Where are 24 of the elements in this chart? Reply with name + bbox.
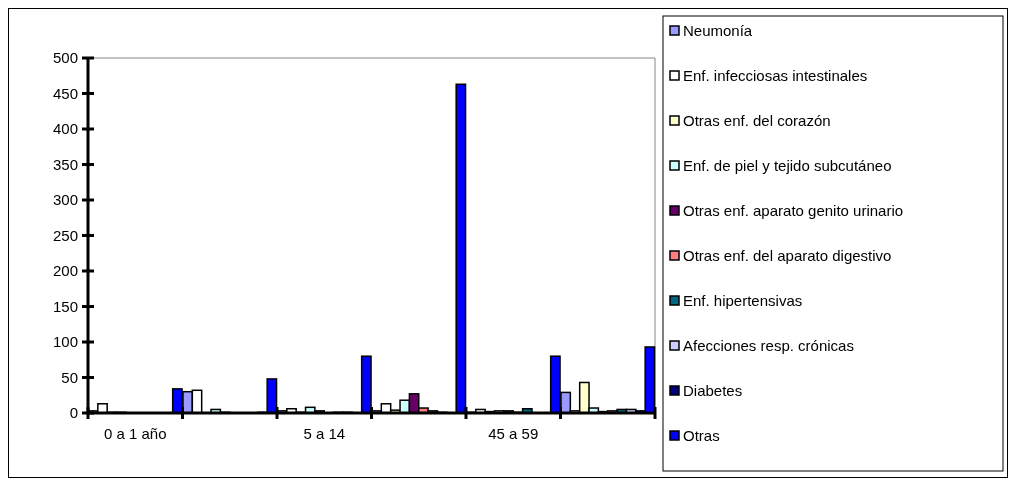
y-tick-label: 450: [52, 84, 78, 102]
legend-label: Enf. de piel y tejido subcutáneo: [683, 157, 892, 175]
legend-label: Otras enf. del aparato digestivo: [683, 247, 892, 265]
legend-label: Otras enf. del corazón: [683, 112, 831, 130]
y-tick-label: 150: [52, 297, 78, 315]
y-tick-label: 250: [52, 226, 78, 244]
legend-label: Enf. hipertensivas: [683, 292, 803, 310]
x-tick-label: 0 a 1 año: [103, 425, 167, 442]
legend-label: Otras: [683, 427, 720, 445]
legend-label: Afecciones resp. crónicas: [683, 337, 854, 355]
y-tick-label: 0: [69, 404, 78, 422]
y-tick-label: 500: [52, 49, 78, 67]
x-tick-label: 5 a 14: [303, 425, 346, 442]
y-tick-label: 200: [52, 262, 78, 280]
legend-label: Neumonía: [683, 22, 753, 40]
legend-label: Diabetes: [683, 382, 743, 400]
y-tick-label: 50: [61, 368, 78, 386]
legend-label: Enf. infecciosas intestinales: [683, 67, 868, 85]
y-tick-label: 350: [52, 155, 78, 173]
x-tick-label: 45 a 59: [488, 425, 539, 442]
y-tick-label: 300: [52, 191, 78, 209]
legend-label: Otras enf. aparato genito urinario: [683, 202, 904, 220]
y-tick-label: 100: [52, 333, 78, 351]
y-tick-label: 400: [52, 120, 78, 138]
